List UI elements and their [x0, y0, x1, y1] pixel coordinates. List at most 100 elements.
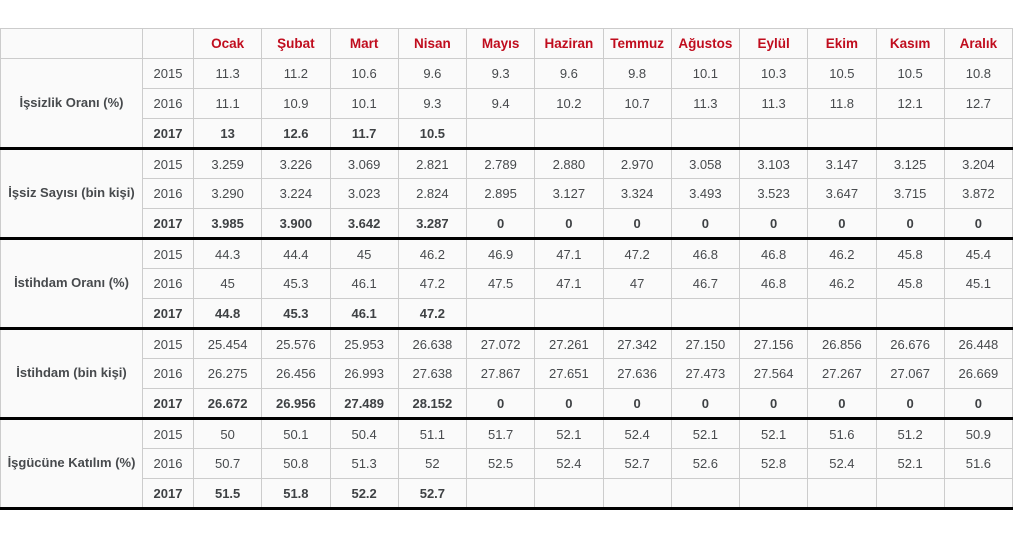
- value-cell: 52.2: [329, 478, 399, 509]
- value-cell: 3.058: [670, 148, 741, 179]
- value-cell: 52.4: [807, 448, 877, 479]
- value-cell: 50: [192, 418, 263, 449]
- value-cell: 50.1: [261, 418, 331, 449]
- value-cell: [602, 478, 672, 509]
- month-header: Temmuz: [602, 28, 672, 59]
- value-cell: 46.8: [738, 238, 809, 269]
- value-cell: 0: [738, 208, 809, 239]
- year-cell: 2015: [142, 58, 194, 89]
- value-cell: 27.564: [738, 358, 809, 389]
- table-header: Ocak Şubat Mart Nisan Mayıs Haziran Temmuz Ağus…: [0, 28, 1014, 59]
- value-cell: 45.8: [875, 238, 945, 269]
- value-cell: 47: [602, 268, 672, 299]
- value-cell: 52.1: [738, 418, 809, 449]
- year-cell: 2016: [142, 178, 194, 209]
- value-cell: 44.4: [261, 238, 331, 269]
- month-header: Haziran: [534, 28, 604, 59]
- month-header: Ağustos: [670, 28, 741, 59]
- value-cell: 3.647: [807, 178, 877, 209]
- value-cell: [670, 298, 741, 329]
- corner-cell: [0, 28, 143, 59]
- value-cell: 3.872: [943, 178, 1014, 209]
- year-cell: 2017: [142, 388, 194, 419]
- value-cell: 46.2: [397, 238, 468, 269]
- value-cell: 3.287: [397, 208, 468, 239]
- table-row: 2017 13 12.6 11.7 10.5: [1, 118, 1014, 149]
- value-cell: 52.1: [875, 448, 945, 479]
- value-cell: 3.224: [261, 178, 331, 209]
- value-cell: [670, 118, 741, 149]
- value-cell: 26.956: [261, 388, 331, 419]
- indicator-group: İşgücüne Katılım (%) 2015 50 50.1 50.4 51.1 51…: [0, 418, 1014, 509]
- value-cell: 52.5: [465, 448, 536, 479]
- indicator-group: İstihdam (bin kişi) 2015 25.454 25.576 25.95…: [0, 328, 1014, 419]
- value-cell: 9.8: [602, 58, 672, 89]
- value-cell: 46.1: [329, 298, 399, 329]
- table-row: İşsizlik Oranı (%) 2015 11.3 11.2 10.6 9.6 9.3…: [0, 58, 1014, 149]
- indicator-group: İşsiz Sayısı (bin kişi) 2015 3.259 3.226 3.0…: [0, 148, 1014, 239]
- table-row: 2017 51.5 51.8 52.2 52.7: [1, 478, 1014, 509]
- value-cell: 50.8: [261, 448, 331, 479]
- employment-stats-table: Ocak Şubat Mart Nisan Mayıs Haziran Temmuz Ağus…: [0, 28, 1014, 510]
- value-cell: 12.1: [875, 88, 945, 119]
- value-cell: 27.150: [670, 328, 741, 359]
- value-cell: 51.6: [943, 448, 1014, 479]
- month-header: Mayıs: [465, 28, 536, 59]
- value-cell: 26.275: [192, 358, 263, 389]
- value-cell: 46.2: [807, 268, 877, 299]
- value-cell: 0: [670, 208, 741, 239]
- value-cell: 3.103: [738, 148, 809, 179]
- value-cell: 26.669: [943, 358, 1014, 389]
- value-cell: 0: [602, 388, 672, 419]
- table-row: 2017 44.8 45.3 46.1 47.2: [1, 298, 1014, 329]
- value-cell: 47.1: [534, 238, 604, 269]
- value-cell: 52.7: [602, 448, 672, 479]
- value-cell: [875, 118, 945, 149]
- value-cell: 10.9: [261, 88, 331, 119]
- value-cell: 2.821: [397, 148, 468, 179]
- value-cell: [807, 118, 877, 149]
- value-cell: 44.8: [192, 298, 263, 329]
- month-header: Aralık: [943, 28, 1014, 59]
- value-cell: 10.5: [807, 58, 877, 89]
- value-cell: 27.638: [397, 358, 468, 389]
- value-cell: 0: [738, 388, 809, 419]
- value-cell: 25.953: [329, 328, 399, 359]
- table-row: İstihdam Oranı (%) 2015 44.3 44.4 45 46.2 46.9…: [0, 238, 1014, 329]
- month-header: Eylül: [738, 28, 809, 59]
- table-row: 2016 11.1 10.9 10.1 9.3 9.4 10.2 10.7 11.3 11.3 11…: [1, 88, 1014, 119]
- value-cell: 46.1: [329, 268, 399, 299]
- value-cell: 45.3: [261, 298, 331, 329]
- value-cell: 50.9: [943, 418, 1014, 449]
- year-cell: 2017: [142, 208, 194, 239]
- value-cell: 3.259: [192, 148, 263, 179]
- value-cell: [465, 478, 536, 509]
- value-cell: 13: [192, 118, 263, 149]
- value-cell: 3.127: [534, 178, 604, 209]
- value-cell: [670, 478, 741, 509]
- value-cell: 9.4: [465, 88, 536, 119]
- value-cell: [534, 478, 604, 509]
- value-cell: 51.8: [261, 478, 331, 509]
- month-header: Nisan: [397, 28, 468, 59]
- indicator-group: İşsizlik Oranı (%) 2015 11.3 11.2 10.6 9.6 9.3…: [0, 58, 1014, 149]
- value-cell: 3.493: [670, 178, 741, 209]
- value-cell: 2.895: [465, 178, 536, 209]
- value-cell: 12.6: [261, 118, 331, 149]
- value-cell: 2.970: [602, 148, 672, 179]
- value-cell: [807, 298, 877, 329]
- value-cell: 0: [943, 208, 1014, 239]
- value-cell: [738, 478, 809, 509]
- table-row: 2016 50.7 50.8 51.3 52 52.5 52.4 52.7 52.6 52.8 52…: [1, 448, 1014, 479]
- value-cell: 3.147: [807, 148, 877, 179]
- value-cell: 9.3: [397, 88, 468, 119]
- value-cell: 25.576: [261, 328, 331, 359]
- year-cell: 2015: [142, 418, 194, 449]
- year-cell: 2016: [142, 88, 194, 119]
- year-cell: 2015: [142, 328, 194, 359]
- value-cell: 11.8: [807, 88, 877, 119]
- value-cell: [602, 118, 672, 149]
- value-cell: 3.900: [261, 208, 331, 239]
- value-cell: 46.8: [738, 268, 809, 299]
- table-row: 2017 26.672 26.956 27.489 28.152 0 0 0 0 0 0 0 0: [1, 388, 1014, 419]
